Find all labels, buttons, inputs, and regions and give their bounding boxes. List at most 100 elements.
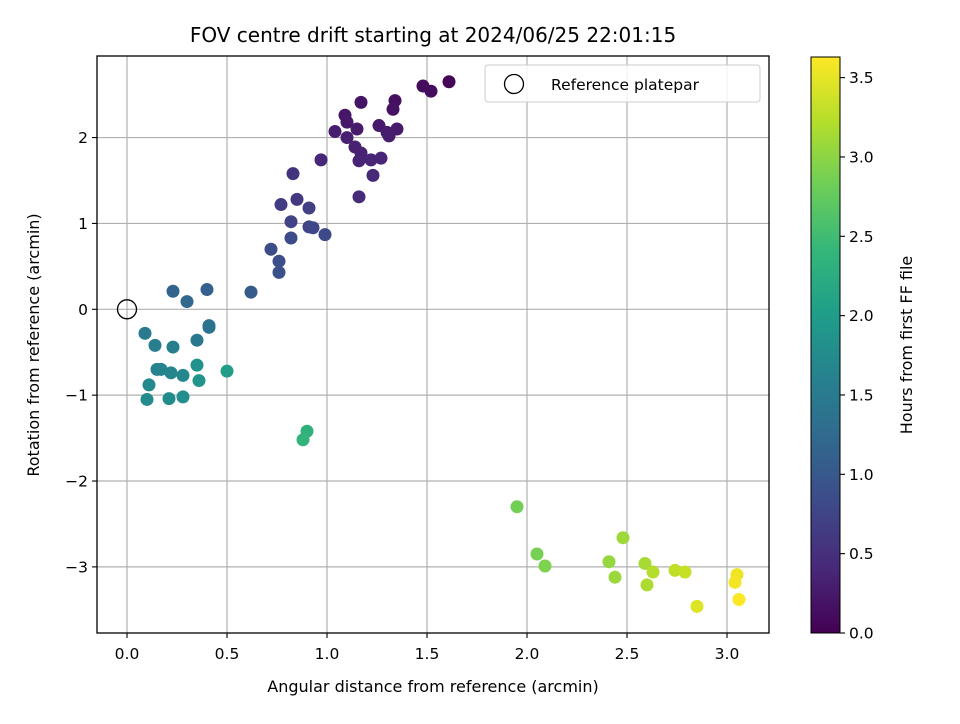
x-tick-label: 1.5 <box>415 645 440 663</box>
chart-title: FOV centre drift starting at 2024/06/25 … <box>190 23 676 47</box>
data-point <box>340 131 354 145</box>
data-point <box>424 84 438 98</box>
data-point <box>352 190 366 204</box>
data-point <box>190 358 204 372</box>
data-point <box>350 122 364 136</box>
x-tick-label: 3.0 <box>715 645 740 663</box>
data-point <box>386 102 400 116</box>
legend-reference-marker <box>503 73 525 95</box>
data-point <box>638 556 652 570</box>
data-point <box>202 320 216 334</box>
colorbar-label: Hours from first FF file <box>897 256 916 435</box>
data-point <box>190 333 204 347</box>
data-point <box>140 392 154 406</box>
data-point <box>354 95 368 109</box>
data-point <box>538 559 552 573</box>
colorbar-ticks: 0.0 0.5 1.0 1.5 2.0 2.5 3.0 3.5 <box>840 69 874 643</box>
x-tick-label: 2.5 <box>615 645 640 663</box>
data-point <box>142 378 156 392</box>
data-point <box>374 151 388 165</box>
colorbar-tick-label: 3.0 <box>849 148 874 166</box>
data-point <box>306 221 320 235</box>
data-point <box>668 563 682 577</box>
y-tick-label: −2 <box>65 473 88 491</box>
colorbar-gradient <box>810 56 841 634</box>
x-tick-label: 0.5 <box>215 645 240 663</box>
data-point <box>284 215 298 229</box>
grid <box>97 56 769 633</box>
colorbar-tick-label: 3.5 <box>849 69 874 87</box>
data-point <box>162 392 176 406</box>
y-tick-label: 1 <box>78 215 88 233</box>
data-point <box>154 362 168 376</box>
data-point <box>318 228 332 242</box>
colorbar-tick-label: 1.5 <box>849 386 874 404</box>
data-point <box>244 285 258 299</box>
data-point <box>690 599 704 613</box>
data-point <box>166 284 180 298</box>
data-point <box>442 75 456 89</box>
data-point <box>366 168 380 182</box>
plot-frame <box>96 55 770 634</box>
data-point <box>608 570 622 584</box>
data-point <box>272 254 286 268</box>
data-point <box>296 433 310 447</box>
data-points <box>138 75 746 613</box>
data-point <box>264 242 278 256</box>
legend-entry-label: Reference platepar <box>551 76 700 94</box>
data-point <box>382 129 396 143</box>
colorbar: 0.0 0.5 1.0 1.5 2.0 2.5 3.0 3.5 Hours from firs… <box>810 56 916 643</box>
data-point <box>272 265 286 279</box>
data-point <box>728 575 742 589</box>
data-point <box>616 531 630 545</box>
data-point <box>164 366 178 380</box>
data-point <box>200 283 214 297</box>
reference-platepar-marker <box>116 299 138 320</box>
data-point <box>640 578 654 592</box>
data-point <box>732 593 746 607</box>
data-point <box>192 374 206 388</box>
y-tick-label: 0 <box>78 301 88 319</box>
data-point <box>352 154 366 168</box>
data-point <box>274 198 288 212</box>
colorbar-tick-label: 1.0 <box>849 466 874 484</box>
x-tick-label: 1.0 <box>315 645 340 663</box>
data-point <box>602 555 616 569</box>
x-tick-label: 2.0 <box>515 645 540 663</box>
data-point <box>286 167 300 181</box>
data-point <box>364 153 378 167</box>
data-point <box>166 340 180 354</box>
data-point <box>646 565 660 579</box>
y-axis-ticks: −3 −2 −1 0 1 2 <box>65 129 97 576</box>
colorbar-tick-label: 2.5 <box>849 228 874 246</box>
x-axis-label: Angular distance from reference (arcmin) <box>267 677 598 696</box>
reference-marker-layer <box>116 299 138 320</box>
data-point <box>328 125 342 139</box>
data-point <box>148 338 162 352</box>
legend-box <box>484 64 761 103</box>
y-axis-label: Rotation from reference (arcmin) <box>24 213 43 476</box>
colorbar-tick-label: 0.5 <box>849 545 874 563</box>
y-tick-label: −1 <box>65 387 88 405</box>
data-point <box>678 565 692 579</box>
data-point <box>176 368 190 382</box>
data-point <box>510 500 524 514</box>
data-point <box>290 192 304 206</box>
colorbar-tick-label: 0.0 <box>849 625 874 643</box>
data-point <box>284 231 298 245</box>
data-point <box>138 326 152 340</box>
data-point <box>180 295 194 309</box>
data-point <box>220 364 234 378</box>
legend: Reference platepar <box>484 64 761 103</box>
x-axis-ticks: 0.0 0.5 1.0 1.5 2.0 2.5 3.0 <box>115 633 740 663</box>
data-point <box>176 390 190 404</box>
colorbar-tick-label: 2.0 <box>849 307 874 325</box>
data-point <box>530 547 544 561</box>
x-tick-label: 0.0 <box>115 645 140 663</box>
data-point <box>302 201 316 215</box>
y-tick-label: 2 <box>78 129 88 147</box>
data-point <box>314 153 328 167</box>
